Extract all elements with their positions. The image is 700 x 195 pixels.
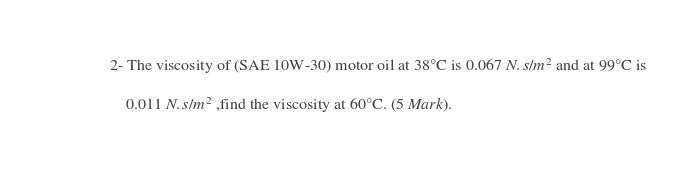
Text: 2- The viscosity of (SAE 10W-30) motor oil at 38°C is 0.067 $N.s/m^2$ and at 99°: 2- The viscosity of (SAE 10W-30) motor o…	[109, 56, 648, 76]
Text: 0.011 $N.s/m^2$ ,find the viscosity at 60°C. $\it{( 5\ Mark)}$.: 0.011 $N.s/m^2$ ,find the viscosity at 6…	[109, 96, 453, 115]
